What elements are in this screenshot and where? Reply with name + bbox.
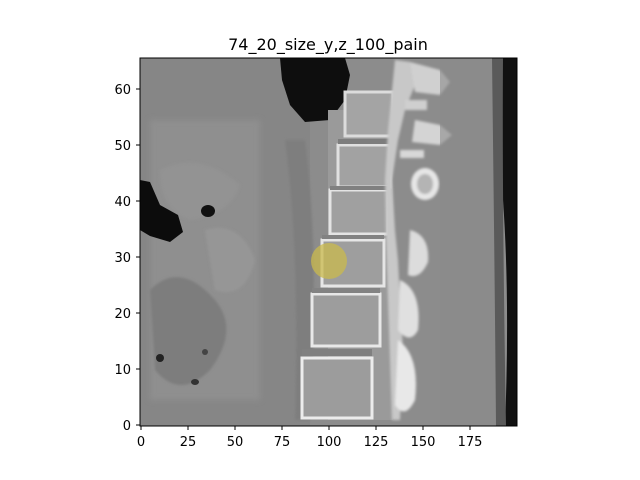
x-tick-label: 25 [180,435,197,450]
ct-image [140,58,517,426]
x-axis: 0 25 50 75 100 125 150 175 [137,426,483,450]
y-tick-label: 0 [123,419,131,434]
y-tick-label: 20 [114,307,131,322]
y-tick-label: 10 [114,363,131,378]
y-axis: 0 10 20 30 40 50 60 [114,83,140,434]
x-tick-label: 0 [137,435,145,450]
vertebral-column [300,90,395,420]
y-tick-label: 50 [114,139,131,154]
lesion-marker [311,243,347,279]
x-tick-label: 100 [317,435,342,450]
y-tick-label: 30 [114,251,131,266]
x-tick-label: 150 [411,435,436,450]
x-tick-label: 175 [458,435,483,450]
y-tick-label: 40 [114,195,131,210]
y-tick-label: 60 [114,83,131,98]
x-tick-label: 125 [364,435,389,450]
x-tick-label: 50 [227,435,244,450]
figure-title: 74_20_size_y,z_100_pain [228,35,428,55]
x-tick-label: 75 [274,435,291,450]
